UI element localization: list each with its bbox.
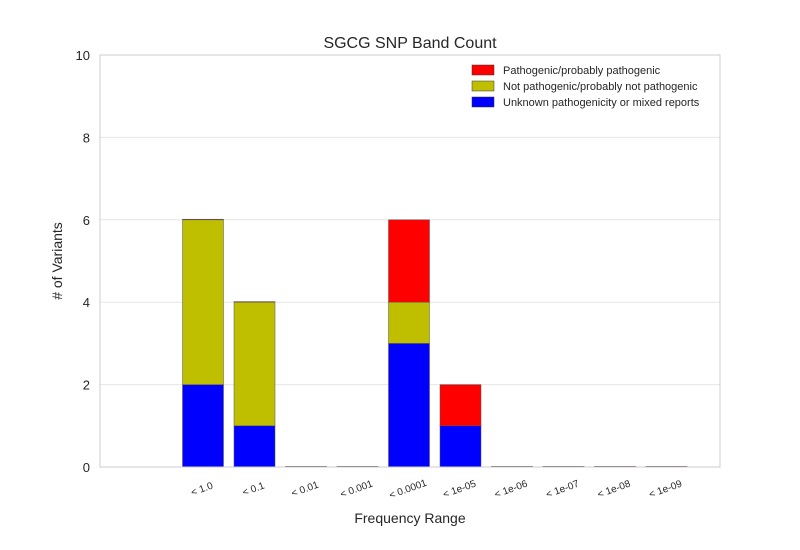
x-tick-label: < 0.001 [339,479,375,501]
x-tick-label: < 0.1 [241,480,266,498]
y-tick-labels: 0 2 4 6 8 10 [76,48,90,475]
bar-unknown-pathogenicity-or-mixed-reports [233,425,276,468]
y-axis-label: # of Variants [49,222,65,300]
bar-unknown-pathogenicity-or-mixed-reports [388,343,430,468]
chart-title: SGCG SNP Band Count [323,35,497,52]
x-tick-label: < 1e-09 [648,478,684,500]
legend-label: Pathogenic/probably pathogenic [503,65,661,77]
legend-label: Not pathogenic/probably not pathogenic [503,81,698,93]
y-tick-label: 0 [83,460,90,475]
y-tick-label: 8 [83,130,90,145]
x-tick-label: < 1e-06 [493,478,529,500]
y-tick-label: 6 [83,213,90,228]
legend: Pathogenic/probably pathogenic Not pathog… [471,64,700,109]
x-tick-label: < 0.01 [290,480,321,500]
y-tick-label: 2 [83,378,90,393]
x-tick-label: < 1e-07 [545,478,581,500]
legend-label: Unknown pathogenicity or mixed reports [503,97,700,109]
y-tick-label: 4 [83,295,90,310]
legend-swatch [471,64,495,76]
x-tick-label: < 1e-05 [442,478,478,500]
x-tick-label: < 1e-08 [596,478,632,500]
bar-unknown-pathogenicity-or-mixed-reports [439,425,482,468]
x-tick-labels: < 1.0 < 0.1 < 0.01 < 0.001 < 0.0001 < 1e-05 < … [190,478,684,502]
x-tick-label: < 0.0001 [388,478,429,502]
bar-pathogenic-probably-pathogenic [388,219,430,303]
bar-not-pathogenic-probably-not-pathogenic [233,301,276,427]
bar-pathogenic-probably-pathogenic [182,218,224,221]
plot-frame [99,54,721,468]
x-tick-label: < 1.0 [190,480,215,498]
y-tick-label: 10 [76,48,90,63]
bar-not-pathogenic-probably-not-pathogenic [388,301,430,344]
legend-swatch [471,80,495,92]
bar-pathogenic-probably-pathogenic [233,301,276,303]
bars [182,218,688,468]
x-axis-label: Frequency Range [354,510,466,526]
bar-unknown-pathogenicity-or-mixed-reports [182,384,224,468]
bar-not-pathogenic-probably-not-pathogenic [182,219,224,385]
bar-pathogenic-probably-pathogenic [439,384,482,427]
legend-swatch [471,96,495,108]
